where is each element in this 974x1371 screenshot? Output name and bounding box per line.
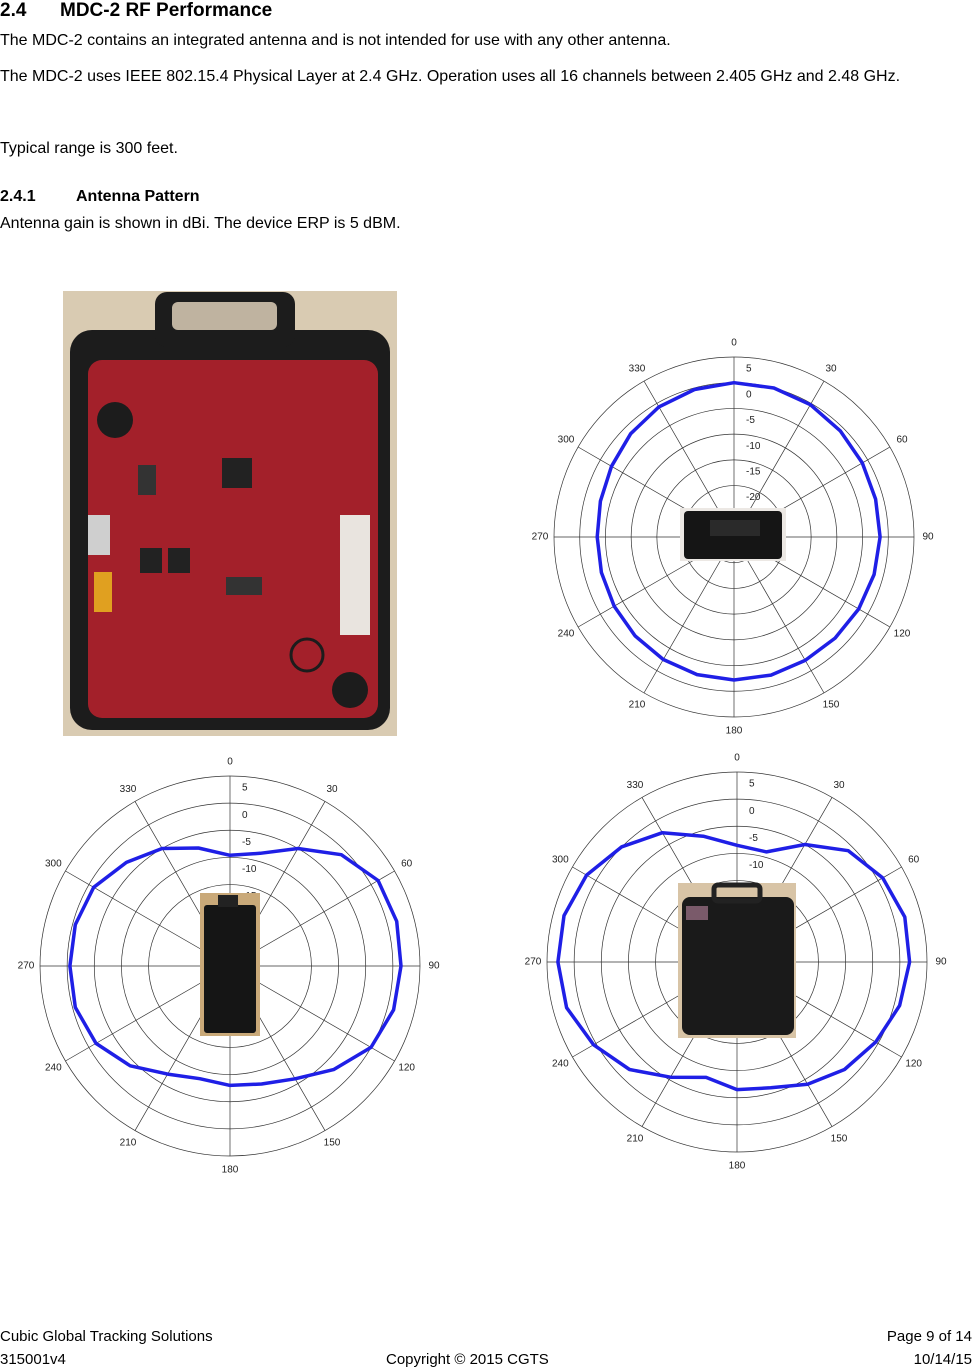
- angle-label: 30: [825, 364, 837, 375]
- paragraph: The MDC-2 contains an integrated antenna…: [0, 32, 671, 49]
- angle-label: 60: [896, 435, 908, 446]
- r-tick-label: -10: [746, 441, 761, 452]
- device-photo: [680, 508, 786, 561]
- angle-label: 0: [227, 757, 233, 768]
- antenna-pattern: [595, 380, 882, 682]
- angle-label: 300: [558, 435, 575, 446]
- device-photo: [200, 893, 260, 1036]
- antenna-pattern: [68, 846, 403, 1088]
- r-tick-label: 5: [746, 364, 752, 375]
- footer-date: 10/14/15: [913, 1351, 972, 1368]
- angle-label: 150: [324, 1137, 341, 1148]
- angle-label: 60: [401, 859, 413, 870]
- device-photo: [678, 882, 796, 1038]
- r-tick-label: 0: [746, 389, 752, 400]
- angle-label: 90: [935, 957, 947, 968]
- section-number: 2.4: [0, 0, 27, 21]
- footer-copyright: Copyright © 2015 CGTS: [386, 1351, 549, 1368]
- angle-label: 120: [894, 629, 911, 640]
- angle-label: 300: [45, 859, 62, 870]
- angle-label: 300: [552, 855, 569, 866]
- r-tick-label: 0: [242, 810, 248, 821]
- spoke: [733, 536, 825, 694]
- paragraph: Antenna gain is shown in dBi. The device…: [0, 215, 401, 232]
- angle-label: 30: [833, 780, 845, 791]
- angle-label: 330: [627, 780, 644, 791]
- angle-label: 120: [905, 1059, 922, 1070]
- antenna-pattern: [556, 830, 912, 1092]
- paragraph: Typical range is 300 feet.: [0, 140, 178, 157]
- spoke: [643, 536, 735, 694]
- r-tick-label: 5: [242, 783, 248, 794]
- angle-label: 180: [729, 1161, 746, 1172]
- footer-doc-id: 315001v4: [0, 1351, 66, 1368]
- footer-page: Page 9 of 14: [886, 1328, 972, 1345]
- r-tick-label: -5: [749, 833, 758, 844]
- r-tick-label: -15: [746, 466, 761, 477]
- angle-label: 180: [726, 726, 743, 737]
- r-tick-label: -10: [749, 860, 764, 871]
- subsection-number: 2.4.1: [0, 188, 36, 205]
- angle-label: 150: [831, 1133, 848, 1144]
- angle-label: 270: [525, 957, 542, 968]
- angle-label: 60: [908, 855, 920, 866]
- angle-label: 240: [45, 1063, 62, 1074]
- angle-label: 330: [120, 784, 137, 795]
- paragraph: The MDC-2 uses IEEE 802.15.4 Physical La…: [0, 68, 901, 85]
- figure: 50-5-10-15-20-25030609012015018021024027…: [18, 291, 947, 1176]
- angle-label: 210: [627, 1133, 644, 1144]
- angle-label: 330: [629, 364, 646, 375]
- r-tick-label: 0: [749, 806, 755, 817]
- angle-label: 0: [731, 338, 737, 349]
- subsection-title: Antenna Pattern: [76, 188, 200, 205]
- footer-company: Cubic Global Tracking Solutions: [0, 1328, 213, 1345]
- angle-label: 30: [326, 784, 338, 795]
- angle-label: 210: [629, 700, 646, 711]
- r-tick-label: -20: [746, 492, 761, 503]
- angle-label: 0: [734, 753, 740, 764]
- subsection-heading: 2.4.1 Antenna Pattern: [0, 186, 200, 208]
- r-tick-label: -5: [242, 837, 251, 848]
- section-title: MDC-2 RF Performance: [60, 0, 273, 21]
- section-heading: 2.4 MDC-2 RF Performance: [0, 0, 272, 22]
- r-tick-label: -10: [242, 864, 257, 875]
- angle-label: 90: [922, 532, 934, 543]
- angle-label: 210: [120, 1137, 137, 1148]
- device-photo: [63, 291, 397, 736]
- angle-label: 270: [18, 961, 35, 972]
- angle-label: 180: [222, 1165, 239, 1176]
- angle-label: 240: [558, 629, 575, 640]
- angle-label: 120: [398, 1063, 415, 1074]
- r-tick-label: -5: [746, 415, 755, 426]
- angle-label: 150: [823, 700, 840, 711]
- angle-label: 90: [428, 961, 440, 972]
- angle-label: 270: [532, 532, 549, 543]
- angle-label: 240: [552, 1059, 569, 1070]
- r-tick-label: 5: [749, 779, 755, 790]
